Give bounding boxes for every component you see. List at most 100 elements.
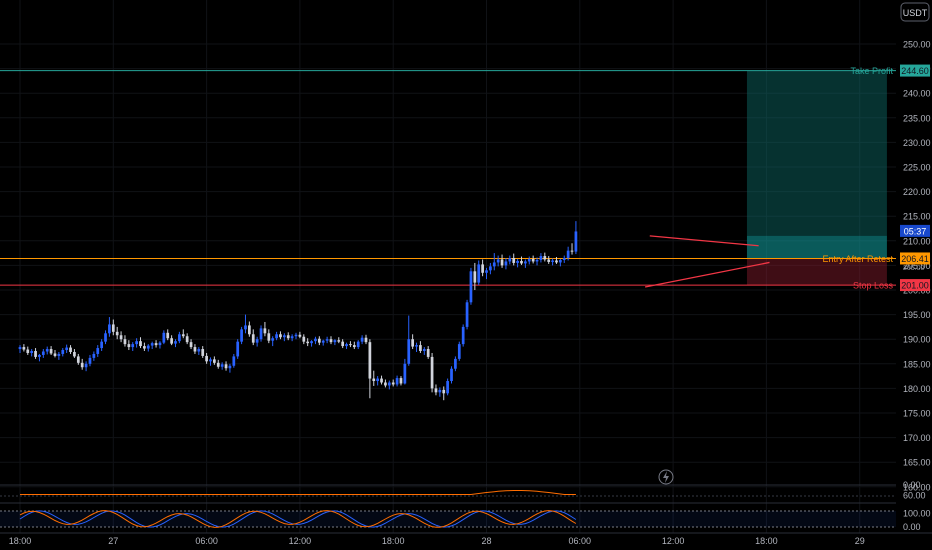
price-tick-label: 195.00	[903, 310, 931, 320]
candle-body	[282, 335, 286, 338]
candle-body	[426, 349, 430, 357]
candle-body	[135, 341, 138, 345]
candle-body	[329, 339, 333, 343]
candle-body	[469, 271, 473, 303]
current-time-label: 05:37	[904, 226, 927, 236]
candle-body	[201, 349, 205, 356]
time-axis[interactable]: 18:00 27 06:00 12:00 18:00 28 06:00 12:00 18:00 2…	[0, 532, 932, 550]
triangle-trendlines[interactable]	[644, 235, 770, 288]
price-tick-label: 160.00	[903, 482, 931, 492]
candle-body	[345, 344, 348, 347]
candle-body	[352, 345, 356, 348]
level-label-0: Take Profit	[850, 66, 893, 76]
candle-body	[80, 362, 84, 368]
candle-body	[197, 349, 201, 352]
level-label-2: Stop Loss	[853, 281, 894, 291]
time-tick-label: 06:00	[195, 536, 218, 546]
currency-label: USDT	[903, 8, 928, 18]
candle-body	[275, 334, 278, 339]
candle-body	[181, 334, 185, 337]
candle-body	[65, 347, 69, 351]
time-tick-label: 06:00	[569, 536, 592, 546]
candle-body	[512, 258, 516, 263]
price-candles	[18, 221, 578, 401]
candle-body	[403, 363, 407, 384]
candle-body	[26, 349, 30, 353]
candle-body	[574, 231, 578, 252]
price-tick-label: 175.00	[903, 409, 931, 419]
candle-body	[154, 343, 158, 346]
candle-body	[73, 351, 76, 357]
oscillator-line-1	[19, 510, 577, 528]
candle-body	[251, 334, 255, 343]
candle-body	[543, 256, 547, 260]
candle-body	[267, 333, 271, 341]
currency-badge[interactable]	[900, 2, 930, 22]
candle-body	[41, 351, 45, 355]
candle-body	[189, 342, 193, 348]
candle-body	[104, 333, 107, 342]
candle-body	[438, 389, 442, 393]
candle-body	[115, 331, 119, 336]
time-axis-bg	[0, 533, 896, 550]
long-position-tool[interactable]	[746, 70, 887, 286]
candle-body	[57, 353, 61, 356]
candle-body	[84, 363, 88, 368]
candle-body	[193, 347, 197, 352]
candle-body	[454, 358, 457, 369]
candle-body	[170, 338, 173, 344]
price-tick-label: 205.00	[903, 261, 931, 271]
candle-body	[551, 260, 554, 262]
candle-body	[22, 347, 26, 350]
candle-body	[337, 340, 341, 342]
candle-body	[290, 336, 294, 339]
candle-body	[294, 334, 298, 337]
candle-body	[213, 359, 216, 363]
candle-body	[271, 338, 275, 341]
candle-body	[485, 270, 488, 273]
candle-body	[395, 378, 399, 385]
candle-body	[255, 339, 259, 343]
time-tick-label: 12:00	[662, 536, 685, 546]
time-tick-label: 29	[855, 536, 865, 546]
lightning-icon[interactable]	[658, 469, 674, 485]
price-tick-label: 230.00	[903, 138, 931, 148]
candle-body	[143, 346, 146, 349]
candle-body	[53, 353, 57, 356]
candle-body	[30, 351, 34, 353]
time-tick-label: 28	[481, 536, 491, 546]
hidden-axis-tag: 205.00	[903, 265, 925, 272]
time-tick-label: 18:00	[755, 536, 778, 546]
candle-body	[244, 325, 247, 330]
candle-body	[349, 344, 352, 346]
candle-body	[185, 336, 189, 343]
candle-body	[69, 347, 72, 352]
candle-body	[100, 341, 103, 349]
candle-body	[516, 260, 519, 263]
candle-body	[236, 341, 240, 357]
candle-body	[178, 334, 181, 342]
candle-body	[492, 262, 496, 267]
indicator-panes	[0, 484, 932, 528]
level-tag-1	[900, 252, 930, 265]
oscillator-line-0	[19, 510, 577, 528]
candle-body	[407, 339, 411, 364]
candle-body	[508, 258, 512, 262]
trendline-0	[649, 235, 759, 247]
chart-grid	[0, 0, 896, 533]
price-tick-label: 225.00	[903, 163, 931, 173]
candle-body	[108, 324, 111, 334]
candle-body	[232, 356, 236, 366]
price-tick-label: 180.00	[903, 384, 931, 394]
loss-zone	[746, 258, 887, 286]
candle-body	[387, 382, 391, 386]
volume-tick-label: 60.00	[903, 491, 926, 501]
candle-body	[38, 354, 41, 357]
candle-body	[559, 259, 562, 263]
candle-body	[49, 349, 53, 354]
candle-body	[205, 355, 208, 362]
price-tick-label: 220.00	[903, 187, 931, 197]
price-axis[interactable]: 250.00245.00240.00235.00230.00225.00220.…	[896, 0, 932, 550]
candle-body	[547, 259, 551, 262]
